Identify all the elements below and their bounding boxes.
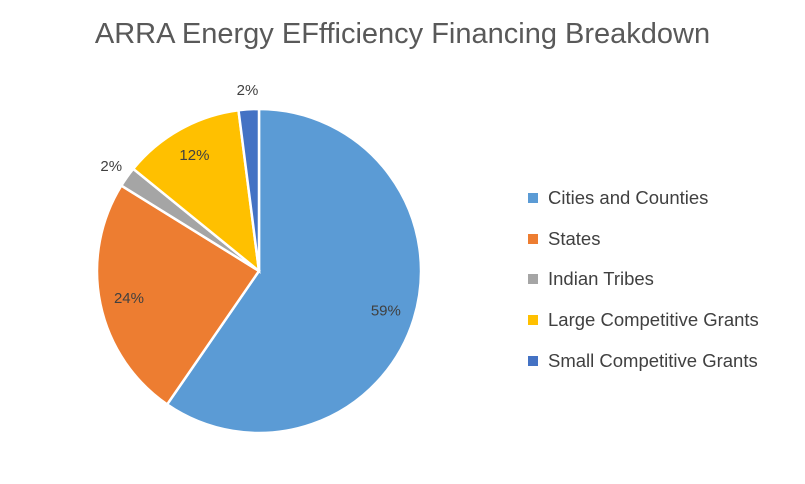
legend-swatch xyxy=(528,233,538,244)
legend-label: States xyxy=(548,227,601,249)
legend-swatch xyxy=(528,274,538,285)
legend-item: States xyxy=(528,219,759,260)
legend-item: Small Competitive Grants xyxy=(528,340,759,381)
legend-item: Large Competitive Grants xyxy=(528,300,759,341)
pie-slice xyxy=(131,108,261,274)
data-label: 24% xyxy=(114,290,144,307)
pie-slice xyxy=(165,107,423,435)
legend-label: Cities and Counties xyxy=(548,187,709,209)
legend: Cities and Counties States Indian Tribes… xyxy=(528,178,759,381)
data-label: 12% xyxy=(179,147,209,164)
data-label: 2% xyxy=(237,82,259,99)
legend-swatch xyxy=(528,193,538,204)
data-label: 2% xyxy=(100,158,122,175)
legend-label: Indian Tribes xyxy=(548,268,654,290)
legend-item: Cities and Counties xyxy=(528,178,759,219)
pie-slice xyxy=(95,183,261,407)
legend-swatch xyxy=(528,315,538,326)
chart-title: ARRA Energy EFfficiency Financing Breakd… xyxy=(94,18,711,50)
legend-item: Indian Tribes xyxy=(528,259,759,300)
legend-label: Large Competitive Grants xyxy=(548,309,759,331)
legend-label: Small Competitive Grants xyxy=(548,349,758,371)
pie-slice xyxy=(237,107,261,272)
legend-swatch xyxy=(528,355,538,366)
data-label: 59% xyxy=(371,302,401,319)
